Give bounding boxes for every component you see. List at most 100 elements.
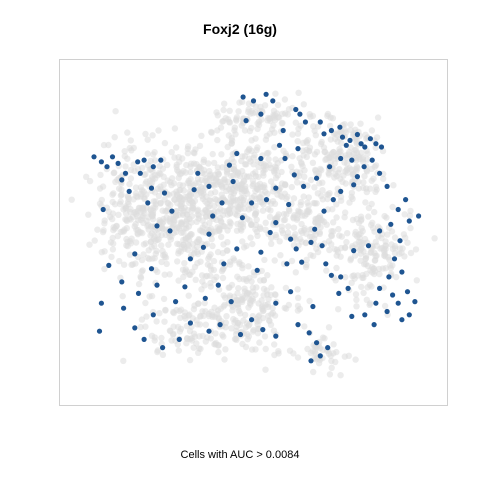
highlighted-cell-point: [195, 170, 201, 176]
background-cell-point: [86, 241, 93, 248]
background-cell-point: [232, 131, 239, 138]
background-cell-point: [340, 172, 347, 179]
background-cell-point: [271, 116, 279, 124]
background-cell-point: [156, 218, 164, 226]
background-cell-point: [271, 257, 278, 264]
background-cell-point: [144, 136, 151, 143]
background-cell-point: [294, 130, 302, 137]
background-cell-point: [330, 350, 337, 357]
background-cell-point: [388, 228, 396, 235]
background-cell-point: [140, 251, 147, 258]
background-cell-point: [305, 194, 312, 201]
background-cell-point: [300, 193, 307, 200]
background-cell-point: [368, 127, 376, 134]
background-cell-point: [201, 299, 208, 307]
background-cell-point: [207, 279, 214, 287]
background-cell-point: [372, 188, 379, 195]
background-cell-point: [229, 150, 236, 158]
background-cell-point: [216, 226, 223, 233]
background-cell-point: [236, 201, 244, 209]
background-cell-point: [100, 141, 108, 149]
background-cell-point: [331, 246, 339, 253]
background-cell-point: [245, 106, 252, 113]
background-cell-point: [214, 307, 222, 314]
background-cell-point: [303, 153, 310, 161]
background-cell-point: [178, 198, 185, 205]
highlighted-cell-point: [384, 183, 390, 189]
background-cell-point: [185, 292, 192, 299]
background-cell-point: [152, 250, 159, 257]
background-cell-point: [260, 169, 267, 176]
background-cell-point: [132, 184, 140, 191]
highlighted-cell-point: [161, 190, 168, 196]
background-cell-point: [257, 225, 264, 232]
background-cell-point: [307, 176, 315, 184]
background-cell-point: [100, 227, 107, 234]
highlighted-cell-point: [239, 215, 245, 221]
background-cell-point: [381, 302, 389, 310]
background-cell-point: [110, 240, 117, 247]
highlighted-cell-point: [100, 206, 106, 213]
background-cell-point: [245, 147, 252, 154]
highlighted-cell-point: [150, 164, 156, 170]
highlighted-cell-point: [206, 183, 212, 189]
highlighted-cell-point: [206, 328, 212, 334]
highlighted-cell-point: [306, 330, 312, 336]
background-cell-point: [240, 178, 247, 185]
background-cell-point: [255, 173, 262, 181]
background-cell-point: [114, 232, 121, 240]
background-cell-point: [161, 253, 168, 261]
background-cell-point: [198, 286, 205, 293]
highlighted-cell-point: [148, 185, 155, 191]
background-cell-point: [168, 149, 175, 156]
background-cell-point: [164, 161, 171, 169]
background-cell-point: [372, 144, 379, 151]
background-cell-point: [184, 234, 192, 241]
background-cell-point: [127, 240, 135, 247]
highlighted-cell-point: [276, 142, 283, 148]
background-cell-point: [138, 256, 146, 264]
background-cell-point: [232, 335, 239, 342]
highlighted-cell-point: [399, 317, 405, 323]
background-cell-point: [253, 185, 260, 192]
highlighted-cell-point: [297, 111, 303, 117]
highlighted-cell-point: [96, 328, 103, 334]
background-cell-point: [132, 239, 140, 246]
background-cell-point: [165, 200, 172, 207]
background-cell-point: [220, 207, 227, 215]
highlighted-cell-point: [317, 353, 323, 359]
background-cell-point: [272, 231, 279, 239]
background-cell-point: [208, 128, 215, 136]
background-cell-point: [218, 151, 225, 158]
background-cell-point: [181, 309, 189, 316]
background-cell-point: [249, 295, 256, 302]
background-cell-point: [161, 318, 168, 325]
highlighted-cell-point: [351, 182, 357, 188]
background-cell-point: [270, 122, 277, 129]
background-cell-point: [227, 220, 234, 227]
background-cell-point: [144, 150, 151, 157]
background-cell-point: [276, 238, 283, 245]
highlighted-cell-point: [234, 246, 240, 252]
background-cell-point: [359, 271, 366, 279]
highlighted-cell-point: [308, 239, 314, 245]
background-cell-point: [98, 249, 105, 256]
background-cell-point: [296, 235, 304, 243]
highlighted-cell-point: [295, 146, 301, 152]
background-cell-point: [185, 177, 192, 185]
background-cell-point: [406, 212, 414, 219]
highlighted-cell-point: [154, 223, 160, 229]
highlighted-cell-point: [154, 282, 160, 288]
background-cell-point: [214, 112, 221, 119]
background-cell-point: [317, 224, 324, 231]
background-cell-point: [85, 211, 92, 218]
highlighted-cell-point: [148, 266, 155, 272]
background-cell-point: [389, 203, 396, 211]
background-cell-point: [213, 176, 220, 183]
background-cell-point: [190, 250, 198, 257]
background-cell-point: [333, 252, 340, 259]
background-cell-point: [176, 158, 183, 165]
background-cell-point: [212, 189, 219, 196]
background-cell-point: [274, 101, 282, 109]
background-cell-point: [290, 350, 297, 357]
